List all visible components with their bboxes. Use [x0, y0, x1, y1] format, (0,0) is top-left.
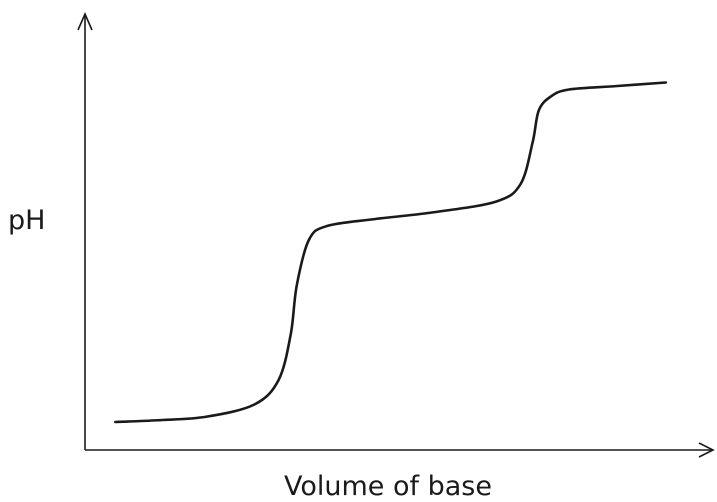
x-axis: [85, 442, 715, 458]
x-axis-label: Volume of base: [284, 471, 492, 502]
x-axis-arrow-icon: [698, 442, 715, 458]
y-axis-label: pH: [8, 205, 45, 236]
titration-curve: [113, 81, 668, 424]
y-axis: [77, 12, 93, 450]
y-axis-arrow-icon: [77, 12, 93, 31]
